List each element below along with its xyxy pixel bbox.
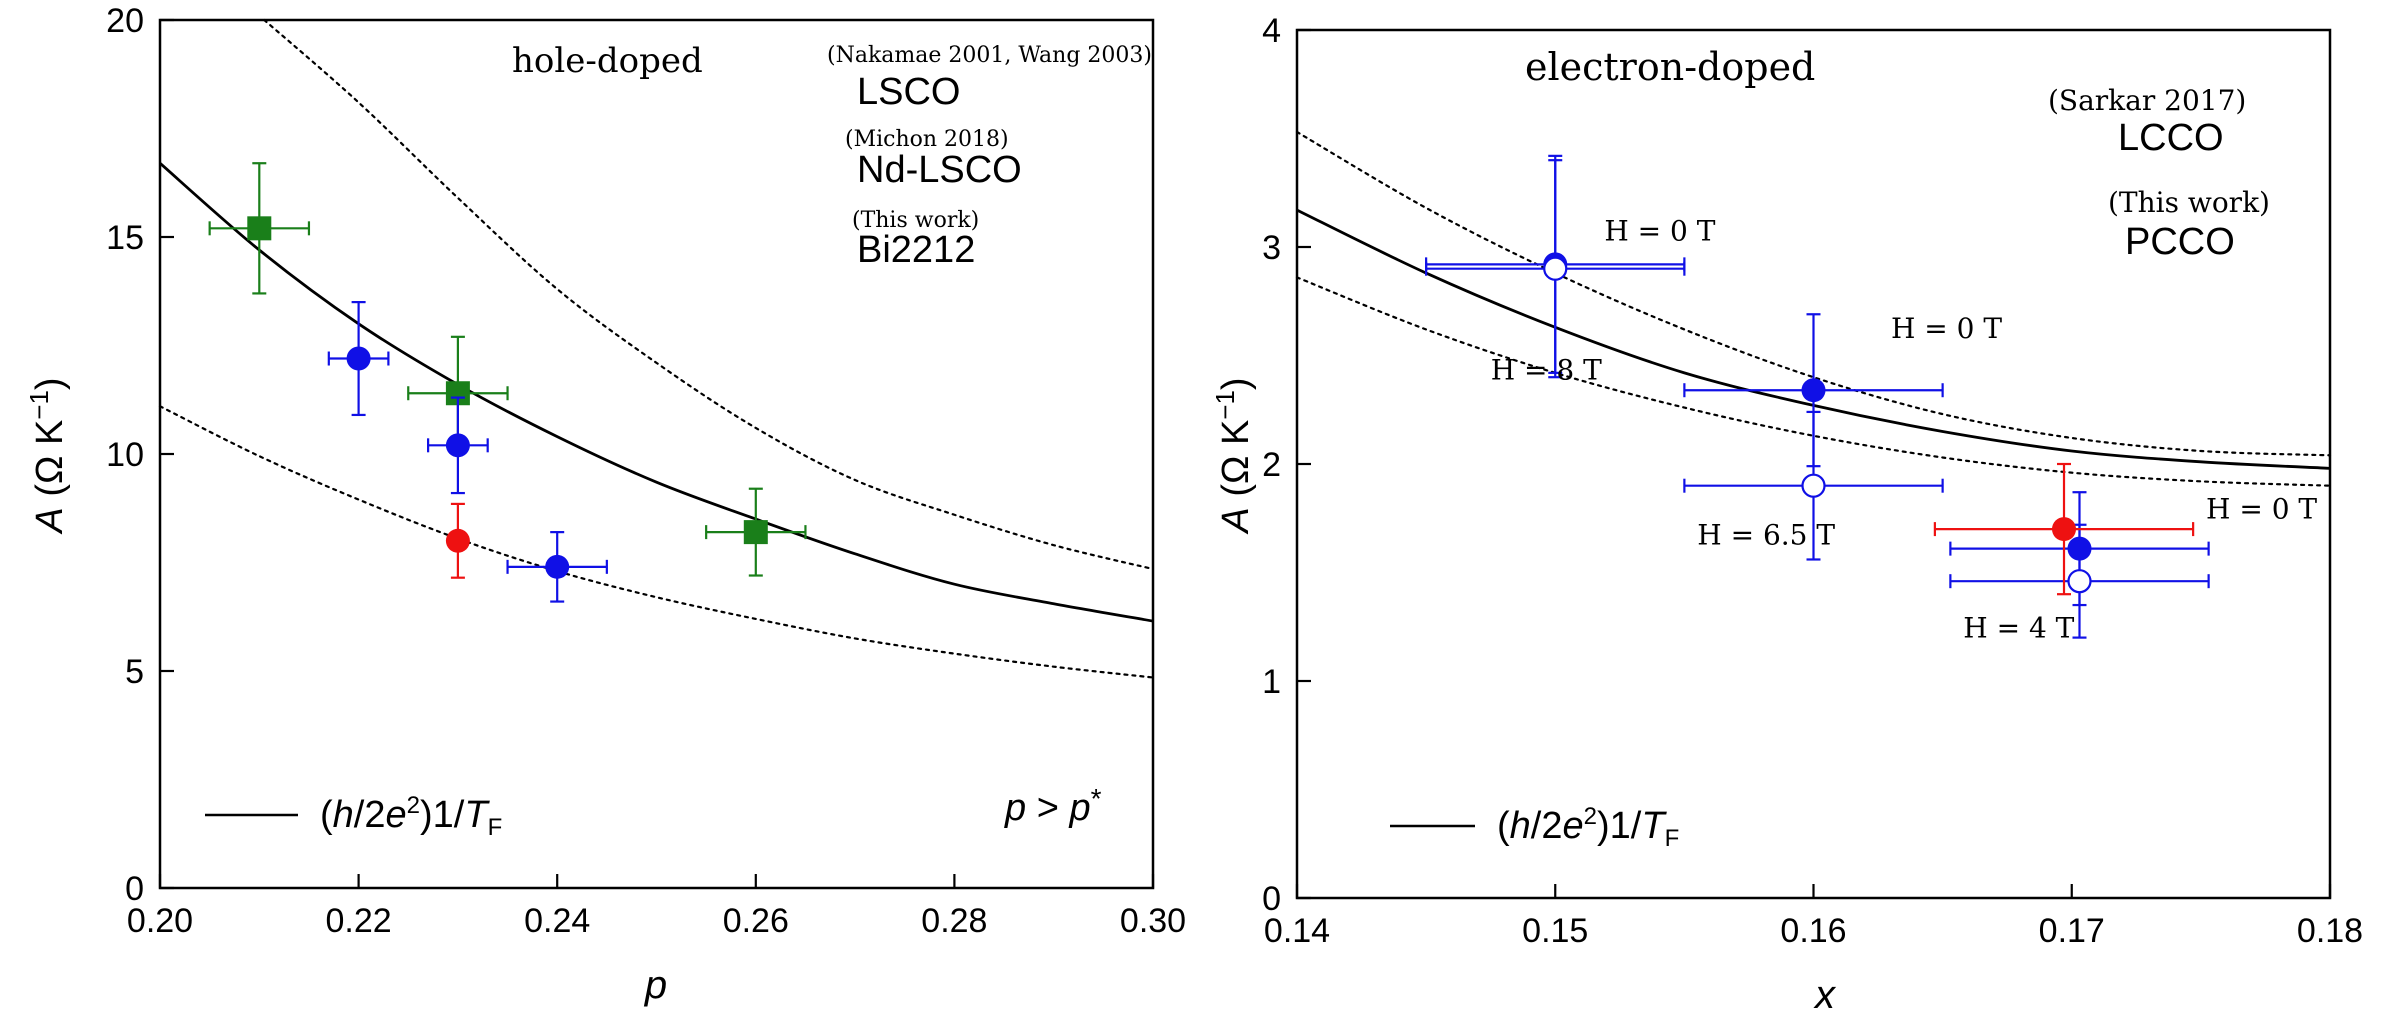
field-label: H = 0 T — [2206, 492, 2317, 525]
x-tick-label: 0.18 — [2297, 912, 2363, 950]
x-tick-label: 0.24 — [524, 902, 590, 940]
x-axis-label: x — [1813, 973, 1837, 1017]
curve-dotted-upper — [263, 18, 1155, 571]
x-tick-label: 0.22 — [326, 902, 392, 940]
legend-name-bi2212: Bi2212 — [857, 229, 975, 271]
curve-dotted-lower — [158, 405, 1155, 679]
x-tick-label: 0.28 — [921, 902, 987, 940]
panel-label: electron-doped — [1525, 45, 1815, 89]
y-tick-label: 2 — [1262, 446, 1281, 484]
x-tick-label: 0.20 — [127, 902, 193, 940]
data-point-nd-lsco — [427, 396, 489, 495]
field-label: H = 4 T — [1963, 612, 2074, 645]
data-points — [208, 162, 807, 603]
x-tick-label: 0.14 — [1264, 912, 1330, 950]
y-tick-label: 15 — [106, 219, 144, 257]
y-tick-label: 0 — [125, 870, 144, 908]
data-point-pcco — [1933, 462, 2195, 596]
legend-name-ndlsco: Nd-LSCO — [857, 149, 1022, 191]
legend-source-pcco: (This work) — [2108, 186, 2270, 219]
data-point-lsco — [208, 162, 311, 295]
y-tick-label: 4 — [1262, 12, 1281, 50]
legend-label: (h/2e2)1/TF — [320, 792, 502, 841]
legend-source-lcco: (Sarkar 2017) — [2048, 84, 2246, 117]
field-label: H = 8 T — [1491, 353, 1602, 386]
legend-name-lsco: LSCO — [857, 71, 960, 113]
field-label: H = 0 T — [1891, 312, 2002, 345]
data-point-nd-lsco — [327, 301, 390, 417]
curve-solid — [159, 162, 1154, 623]
model-curves — [158, 18, 1155, 679]
y-tick-label: 5 — [125, 653, 144, 691]
axis-ticks: 0.20 0.22 0.24 0.26 0.28 0.30 0 5 10 15 20 — [106, 2, 1186, 940]
data-point-lcco — [1425, 159, 1686, 379]
y-tick-label: 1 — [1262, 663, 1281, 701]
legend-name-pcco: PCCO — [2125, 221, 2235, 263]
field-label: H = 6.5 T — [1697, 518, 1835, 551]
axis-ticks: 0.14 0.15 0.16 0.17 0.18 0 1 2 3 4 — [1262, 12, 2363, 950]
data-point-bi2212 — [445, 502, 470, 579]
electron-doped-panel: 0.14 0.15 0.16 0.17 0.18 0 1 2 3 4 H = 0 T H = 8 T… — [1210, 12, 2363, 1017]
y-tick-label: 0 — [1262, 880, 1281, 918]
y-axis-label: A (Ω K−1) — [1210, 377, 1257, 534]
data-point-lcco — [1683, 410, 1944, 561]
y-tick-label: 3 — [1262, 229, 1281, 267]
legend-source-bi2212: (This work) — [852, 208, 979, 233]
y-axis-label: A (Ω K−1) — [24, 377, 71, 534]
annotation: p > p* — [1004, 783, 1102, 829]
x-axis-label: p — [644, 963, 667, 1007]
y-tick-label: 20 — [106, 2, 144, 40]
x-tick-label: 0.30 — [1120, 902, 1186, 940]
x-tick-label: 0.15 — [1522, 912, 1588, 950]
legend-source-ndlsco: (Michon 2018) — [845, 127, 1009, 152]
data-point-nd-lsco — [506, 531, 608, 603]
legend-label: (h/2e2)1/TF — [1497, 803, 1679, 852]
x-tick-label: 0.16 — [1780, 912, 1846, 950]
legend-name-lcco: LCCO — [2118, 117, 2224, 159]
curve-dotted-upper — [1295, 130, 2332, 457]
legend-source-lsco: (Nakamae 2001, Wang 2003) — [827, 43, 1152, 68]
x-tick-label: 0.26 — [723, 902, 789, 940]
panel-label: hole-doped — [512, 41, 703, 81]
x-tick-label: 0.17 — [2039, 912, 2105, 950]
hole-doped-panel: 0.20 0.22 0.24 0.26 0.28 0.30 0 5 10 15 20 hole-do… — [24, 2, 1186, 1007]
field-labels: H = 0 T H = 8 T H = 0 T H = 6.5 T H = 0 T H =… — [1491, 214, 2318, 644]
y-tick-label: 10 — [106, 436, 144, 474]
data-points — [1425, 154, 2210, 639]
field-label: H = 0 T — [1604, 214, 1715, 247]
data-point-lsco — [705, 487, 807, 577]
